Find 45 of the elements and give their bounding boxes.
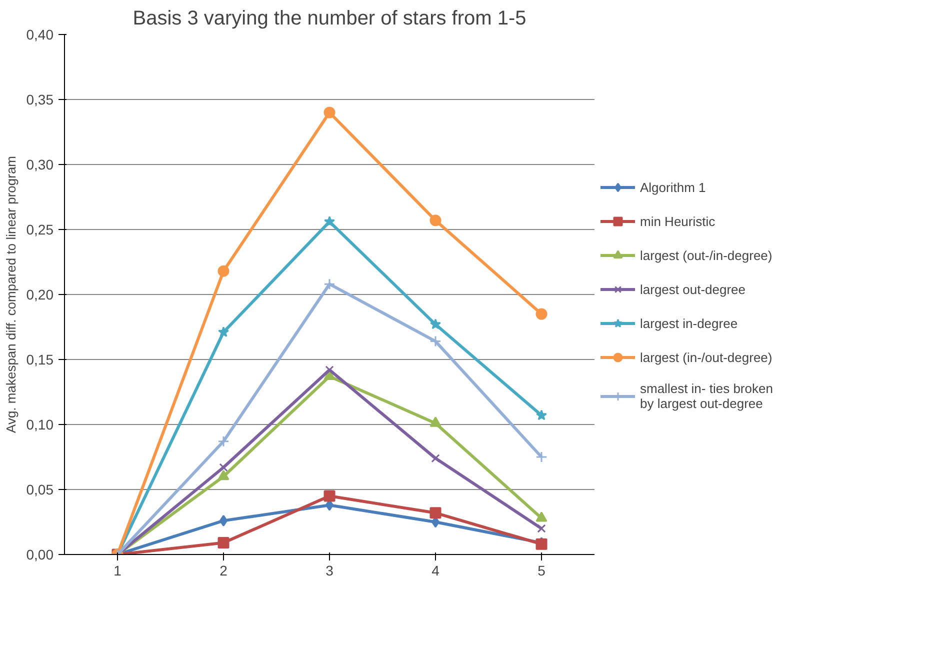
chart-title: Basis 3 varying the number of stars from 1-5 (132, 8, 526, 30)
point (431, 454, 440, 463)
y-axis-title: Avg. makespan diff. compared to linear program (3, 156, 18, 433)
point (430, 416, 442, 427)
x-tick-label: 1 (114, 562, 122, 578)
point (218, 265, 230, 277)
legend-label: min Heuristic (640, 214, 716, 228)
point (536, 308, 548, 320)
point (324, 490, 336, 502)
y-tick-label: 0,20 (26, 286, 54, 302)
point (219, 514, 228, 526)
point (536, 410, 548, 420)
y-tick-label: 0,05 (26, 482, 54, 498)
point (218, 326, 230, 337)
legend-label: smallest in- ties broken by largest out-degree (640, 381, 773, 411)
point (430, 318, 442, 330)
y-tick-label: 0,40 (26, 26, 54, 42)
point (430, 507, 442, 519)
point (430, 214, 442, 226)
point (324, 216, 336, 226)
point (537, 524, 546, 533)
y-tick-label: 0,30 (26, 156, 54, 172)
y-tick-label: 0,25 (26, 222, 54, 238)
x-tick-label: 5 (538, 562, 546, 578)
legend-label: largest (in-/out-degree) (640, 350, 772, 364)
x-tick-label: 3 (326, 562, 334, 578)
point (218, 470, 230, 480)
x-tick-label: 2 (220, 562, 228, 578)
legend-label: largest in-degree (640, 316, 738, 330)
point (218, 537, 230, 549)
y-tick-label: 0,15 (26, 352, 54, 368)
point (430, 336, 442, 348)
point (324, 106, 336, 118)
legend-label: Algorithm 1 (640, 180, 706, 194)
legend-label: largest out-degree (640, 282, 746, 296)
x-tick-label: 4 (432, 562, 440, 578)
point (219, 463, 228, 472)
point (536, 451, 548, 463)
y-tick-label: 0,00 (26, 546, 54, 562)
legend-label: largest (out-/in-degree) (640, 248, 772, 262)
point (218, 436, 230, 448)
y-tick-label: 0,35 (26, 92, 54, 108)
point (536, 512, 548, 522)
y-tick-label: 0,10 (26, 416, 54, 432)
point (324, 278, 336, 290)
